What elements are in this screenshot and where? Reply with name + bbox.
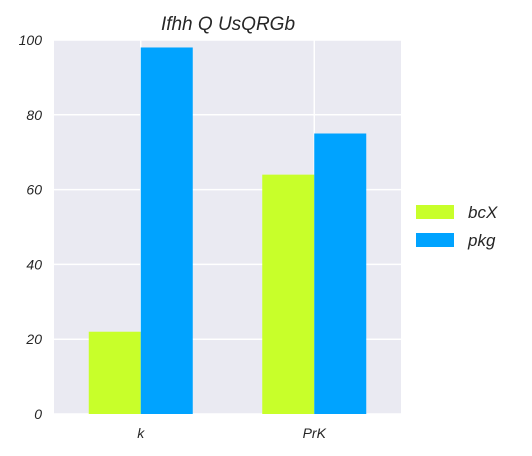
y-axis-ticks: 0 20 40 60 80 100: [19, 32, 43, 422]
y-tick-label: 100: [19, 32, 43, 48]
x-tick-label: PrK: [303, 425, 327, 441]
legend-swatch-pkg: [416, 233, 454, 247]
legend-label-pkg: pkg: [467, 231, 496, 250]
bar-bcX-PrK: [262, 174, 315, 414]
y-tick-label: 20: [25, 331, 42, 347]
y-tick-label: 40: [26, 256, 42, 272]
bar-pkg-PrK: [314, 133, 367, 414]
legend-label-bcX: bcX: [468, 203, 498, 222]
bar-pkg-k: [140, 47, 193, 414]
y-tick-label: 80: [26, 107, 42, 123]
bars: [88, 47, 367, 414]
legend: bcX pkg: [416, 203, 498, 250]
y-tick-label: 60: [26, 182, 42, 198]
chart-title: Ifhh Q UsQRGb: [161, 14, 295, 35]
x-axis-ticks: k PrK: [137, 425, 326, 441]
y-tick-label: 0: [34, 406, 42, 422]
x-tick-label: k: [137, 425, 145, 441]
legend-swatch-bcX: [416, 205, 454, 219]
bar-bcX-k: [88, 331, 141, 414]
